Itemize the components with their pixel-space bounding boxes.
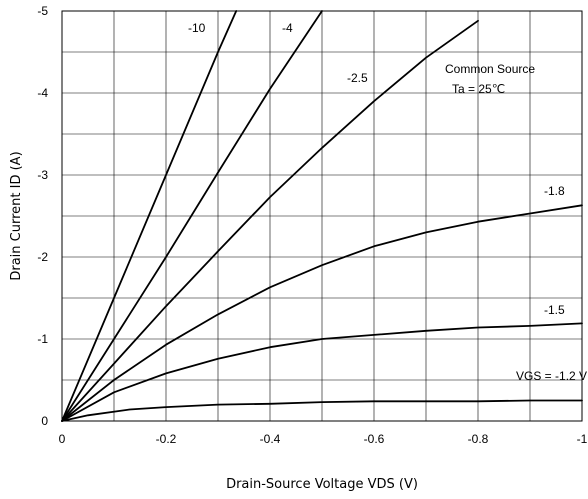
x-tick-label: -1 xyxy=(577,432,588,446)
y-tick-label: -5 xyxy=(37,4,48,18)
series-line-2 xyxy=(61,19,479,422)
series-label-4: -1.5 xyxy=(544,303,565,317)
x-tick-label: 0 xyxy=(59,432,66,446)
series-line-4 xyxy=(61,322,583,422)
annotation-common-source: Common Source xyxy=(445,62,535,76)
x-tick-label: -0.4 xyxy=(260,432,281,446)
annotation-temperature: Ta = 25℃ xyxy=(452,82,505,96)
y-tick-label: -2 xyxy=(37,250,48,264)
tick-label-layer: 0 -0.2 -0.4 -0.6 -0.8 -10-1-2-3-4-5 xyxy=(37,4,587,446)
series-line-0 xyxy=(61,10,238,422)
series-label-3: -1.8 xyxy=(544,184,565,198)
series-label-5: VGS = -1.2 V xyxy=(516,369,587,383)
series-label-0: -10 xyxy=(188,21,206,35)
x-axis-title: Drain-Source Voltage VDS (V) xyxy=(226,477,418,492)
y-tick-label: -3 xyxy=(37,168,48,182)
series-layer xyxy=(61,10,583,422)
y-axis-title: Drain Current ID (A) xyxy=(9,151,24,280)
x-tick-label: -0.6 xyxy=(364,432,385,446)
series-label-layer: -10 -4 -2.5 -1.8 -1.5 VGS = -1.2 V xyxy=(188,21,587,383)
series-line-5 xyxy=(61,399,583,422)
y-tick-label: 0 xyxy=(41,414,48,428)
x-tick-label: -0.2 xyxy=(156,432,177,446)
grid-layer xyxy=(62,11,582,421)
y-tick-label: -4 xyxy=(37,86,48,100)
series-label-1: -4 xyxy=(282,21,293,35)
series-label-2: -2.5 xyxy=(347,71,368,85)
series-line-1 xyxy=(61,10,323,422)
series-line-3 xyxy=(61,204,583,422)
y-tick-label: -1 xyxy=(37,332,48,346)
x-tick-label: -0.8 xyxy=(468,432,489,446)
